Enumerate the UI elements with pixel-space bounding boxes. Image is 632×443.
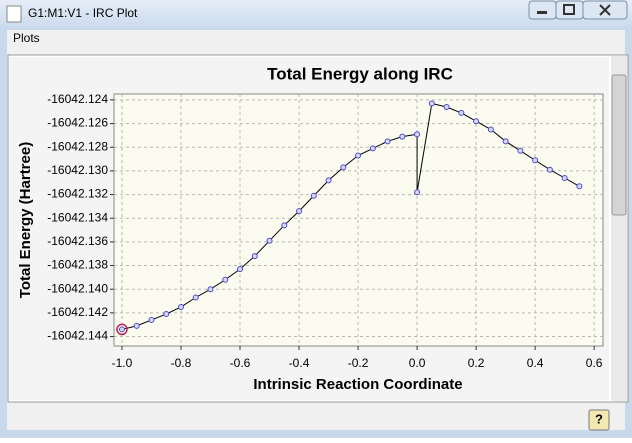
x-tick-label: -0.6 (230, 356, 251, 370)
marker (207, 286, 214, 293)
window-title: G1:M1:V1 - IRC Plot (28, 6, 138, 20)
title-bar (0, 0, 632, 30)
marker (414, 131, 421, 138)
y-tick-label: -16042.134 (47, 210, 108, 224)
marker (325, 177, 332, 184)
y-tick-label: -16042.126 (47, 116, 108, 130)
x-tick-label: 0.6 (586, 356, 603, 370)
y-tick-label: -16042.124 (47, 92, 108, 106)
app-icon (6, 5, 22, 23)
close-icon (599, 4, 611, 16)
y-tick-label: -16042.136 (47, 234, 108, 248)
marker (502, 138, 509, 145)
scrollbar-thumb[interactable] (611, 74, 627, 216)
marker (443, 104, 450, 111)
help-icon: ? (595, 411, 603, 426)
marker (517, 147, 524, 154)
maximize-button[interactable] (555, 0, 584, 20)
marker (118, 326, 125, 333)
maximize-icon (563, 4, 575, 15)
x-tick-label: 0.4 (527, 356, 544, 370)
marker (251, 253, 258, 260)
y-axis-label: Total Energy (Hartree) (17, 142, 34, 298)
marker (148, 316, 155, 323)
marker (487, 126, 494, 133)
marker (561, 175, 568, 181)
marker (163, 311, 170, 318)
y-tick-label: -16042.130 (47, 163, 108, 177)
marker (296, 208, 303, 215)
x-tick-label: -0.8 (171, 356, 192, 370)
minimize-icon (537, 11, 547, 14)
marker (473, 118, 480, 125)
marker (576, 183, 583, 190)
y-tick-label: -16042.132 (47, 187, 108, 201)
y-tick-label: -16042.138 (47, 258, 108, 272)
marker (310, 192, 317, 199)
marker (237, 266, 244, 273)
minimize-button[interactable] (528, 0, 557, 20)
chart-title: Total Energy along IRC (267, 64, 453, 83)
help-button[interactable] (588, 409, 610, 431)
marker (133, 322, 140, 329)
marker (266, 237, 273, 244)
y-tick-label: -16042.144 (47, 329, 108, 343)
x-tick-label: -1.0 (112, 356, 133, 370)
x-tick-label: 0.0 (409, 356, 426, 370)
x-tick-label: -0.2 (348, 356, 369, 370)
marker (399, 133, 406, 140)
x-tick-label: -0.4 (289, 356, 310, 370)
marker (458, 109, 465, 116)
y-tick-label: -16042.128 (47, 139, 108, 153)
selected-marker (116, 323, 128, 336)
marker (177, 303, 184, 310)
x-tick-label: 0.2 (468, 356, 485, 370)
marker (414, 189, 421, 196)
x-axis-label: Intrinsic Reaction Coordinate (253, 376, 462, 393)
marker (340, 164, 347, 171)
marker (222, 276, 229, 283)
marker (428, 100, 435, 107)
marker (546, 166, 553, 173)
marker (192, 294, 199, 301)
y-tick-label: -16042.140 (47, 281, 108, 295)
marker (384, 138, 391, 145)
marker (355, 152, 362, 159)
marker (369, 145, 376, 152)
menu-item[interactable]: Plots (13, 31, 40, 45)
marker (532, 157, 539, 164)
marker (281, 222, 288, 229)
y-tick-label: -16042.142 (47, 305, 108, 319)
